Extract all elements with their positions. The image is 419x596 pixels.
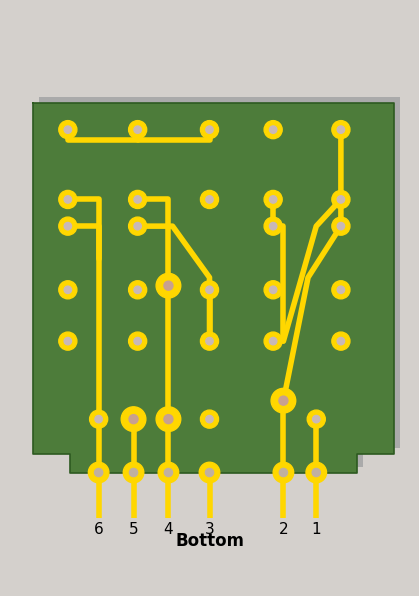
Circle shape xyxy=(306,462,326,483)
Circle shape xyxy=(337,195,344,203)
Circle shape xyxy=(200,120,219,139)
Circle shape xyxy=(264,120,282,139)
Circle shape xyxy=(264,281,282,299)
Circle shape xyxy=(64,286,72,293)
Circle shape xyxy=(134,337,141,345)
Circle shape xyxy=(59,120,77,139)
Circle shape xyxy=(312,468,321,477)
Circle shape xyxy=(313,415,320,423)
Circle shape xyxy=(59,190,77,209)
Circle shape xyxy=(129,332,147,350)
Text: 3: 3 xyxy=(204,522,215,537)
Circle shape xyxy=(206,337,213,345)
Circle shape xyxy=(337,286,344,293)
Circle shape xyxy=(64,126,72,134)
Circle shape xyxy=(264,190,282,209)
Text: 5: 5 xyxy=(129,522,138,537)
Circle shape xyxy=(64,195,72,203)
Circle shape xyxy=(164,468,173,477)
Circle shape xyxy=(129,217,147,235)
Circle shape xyxy=(269,286,277,293)
Circle shape xyxy=(64,222,72,230)
Circle shape xyxy=(337,337,344,345)
Circle shape xyxy=(95,468,103,477)
Circle shape xyxy=(59,281,77,299)
Circle shape xyxy=(59,332,77,350)
Circle shape xyxy=(206,286,213,293)
Circle shape xyxy=(129,281,147,299)
Text: 6: 6 xyxy=(94,522,103,537)
Circle shape xyxy=(337,222,344,230)
Circle shape xyxy=(156,274,181,298)
Circle shape xyxy=(332,281,350,299)
Circle shape xyxy=(269,126,277,134)
Circle shape xyxy=(90,410,108,428)
Circle shape xyxy=(205,468,214,477)
Circle shape xyxy=(64,337,72,345)
Circle shape xyxy=(129,120,147,139)
Circle shape xyxy=(134,126,141,134)
Circle shape xyxy=(269,222,277,230)
Circle shape xyxy=(121,407,146,432)
Circle shape xyxy=(200,190,219,209)
Circle shape xyxy=(164,281,173,290)
Circle shape xyxy=(332,120,350,139)
Polygon shape xyxy=(33,103,394,473)
Circle shape xyxy=(129,468,137,477)
Circle shape xyxy=(332,332,350,350)
Circle shape xyxy=(123,462,144,483)
Circle shape xyxy=(88,462,109,483)
Text: 4: 4 xyxy=(164,522,173,537)
Circle shape xyxy=(164,415,173,424)
Circle shape xyxy=(206,415,213,423)
Text: 1: 1 xyxy=(311,522,321,537)
Circle shape xyxy=(199,462,220,483)
Circle shape xyxy=(158,462,179,483)
Circle shape xyxy=(134,222,141,230)
Circle shape xyxy=(264,217,282,235)
Circle shape xyxy=(337,126,344,134)
Circle shape xyxy=(307,410,325,428)
Circle shape xyxy=(59,217,77,235)
Circle shape xyxy=(129,415,138,424)
Circle shape xyxy=(332,190,350,209)
Text: 2: 2 xyxy=(279,522,288,537)
Circle shape xyxy=(332,217,350,235)
Circle shape xyxy=(95,415,102,423)
Circle shape xyxy=(134,286,141,293)
Text: Bottom: Bottom xyxy=(175,532,244,550)
Circle shape xyxy=(269,195,277,203)
Circle shape xyxy=(264,332,282,350)
Circle shape xyxy=(273,462,294,483)
Circle shape xyxy=(206,126,213,134)
Circle shape xyxy=(269,337,277,345)
Circle shape xyxy=(279,468,287,477)
Circle shape xyxy=(156,407,181,432)
Circle shape xyxy=(134,195,141,203)
Circle shape xyxy=(200,332,219,350)
Polygon shape xyxy=(39,97,400,467)
Circle shape xyxy=(271,389,296,413)
Circle shape xyxy=(200,410,219,428)
Circle shape xyxy=(200,281,219,299)
Circle shape xyxy=(129,190,147,209)
Circle shape xyxy=(206,195,213,203)
Circle shape xyxy=(279,396,288,405)
